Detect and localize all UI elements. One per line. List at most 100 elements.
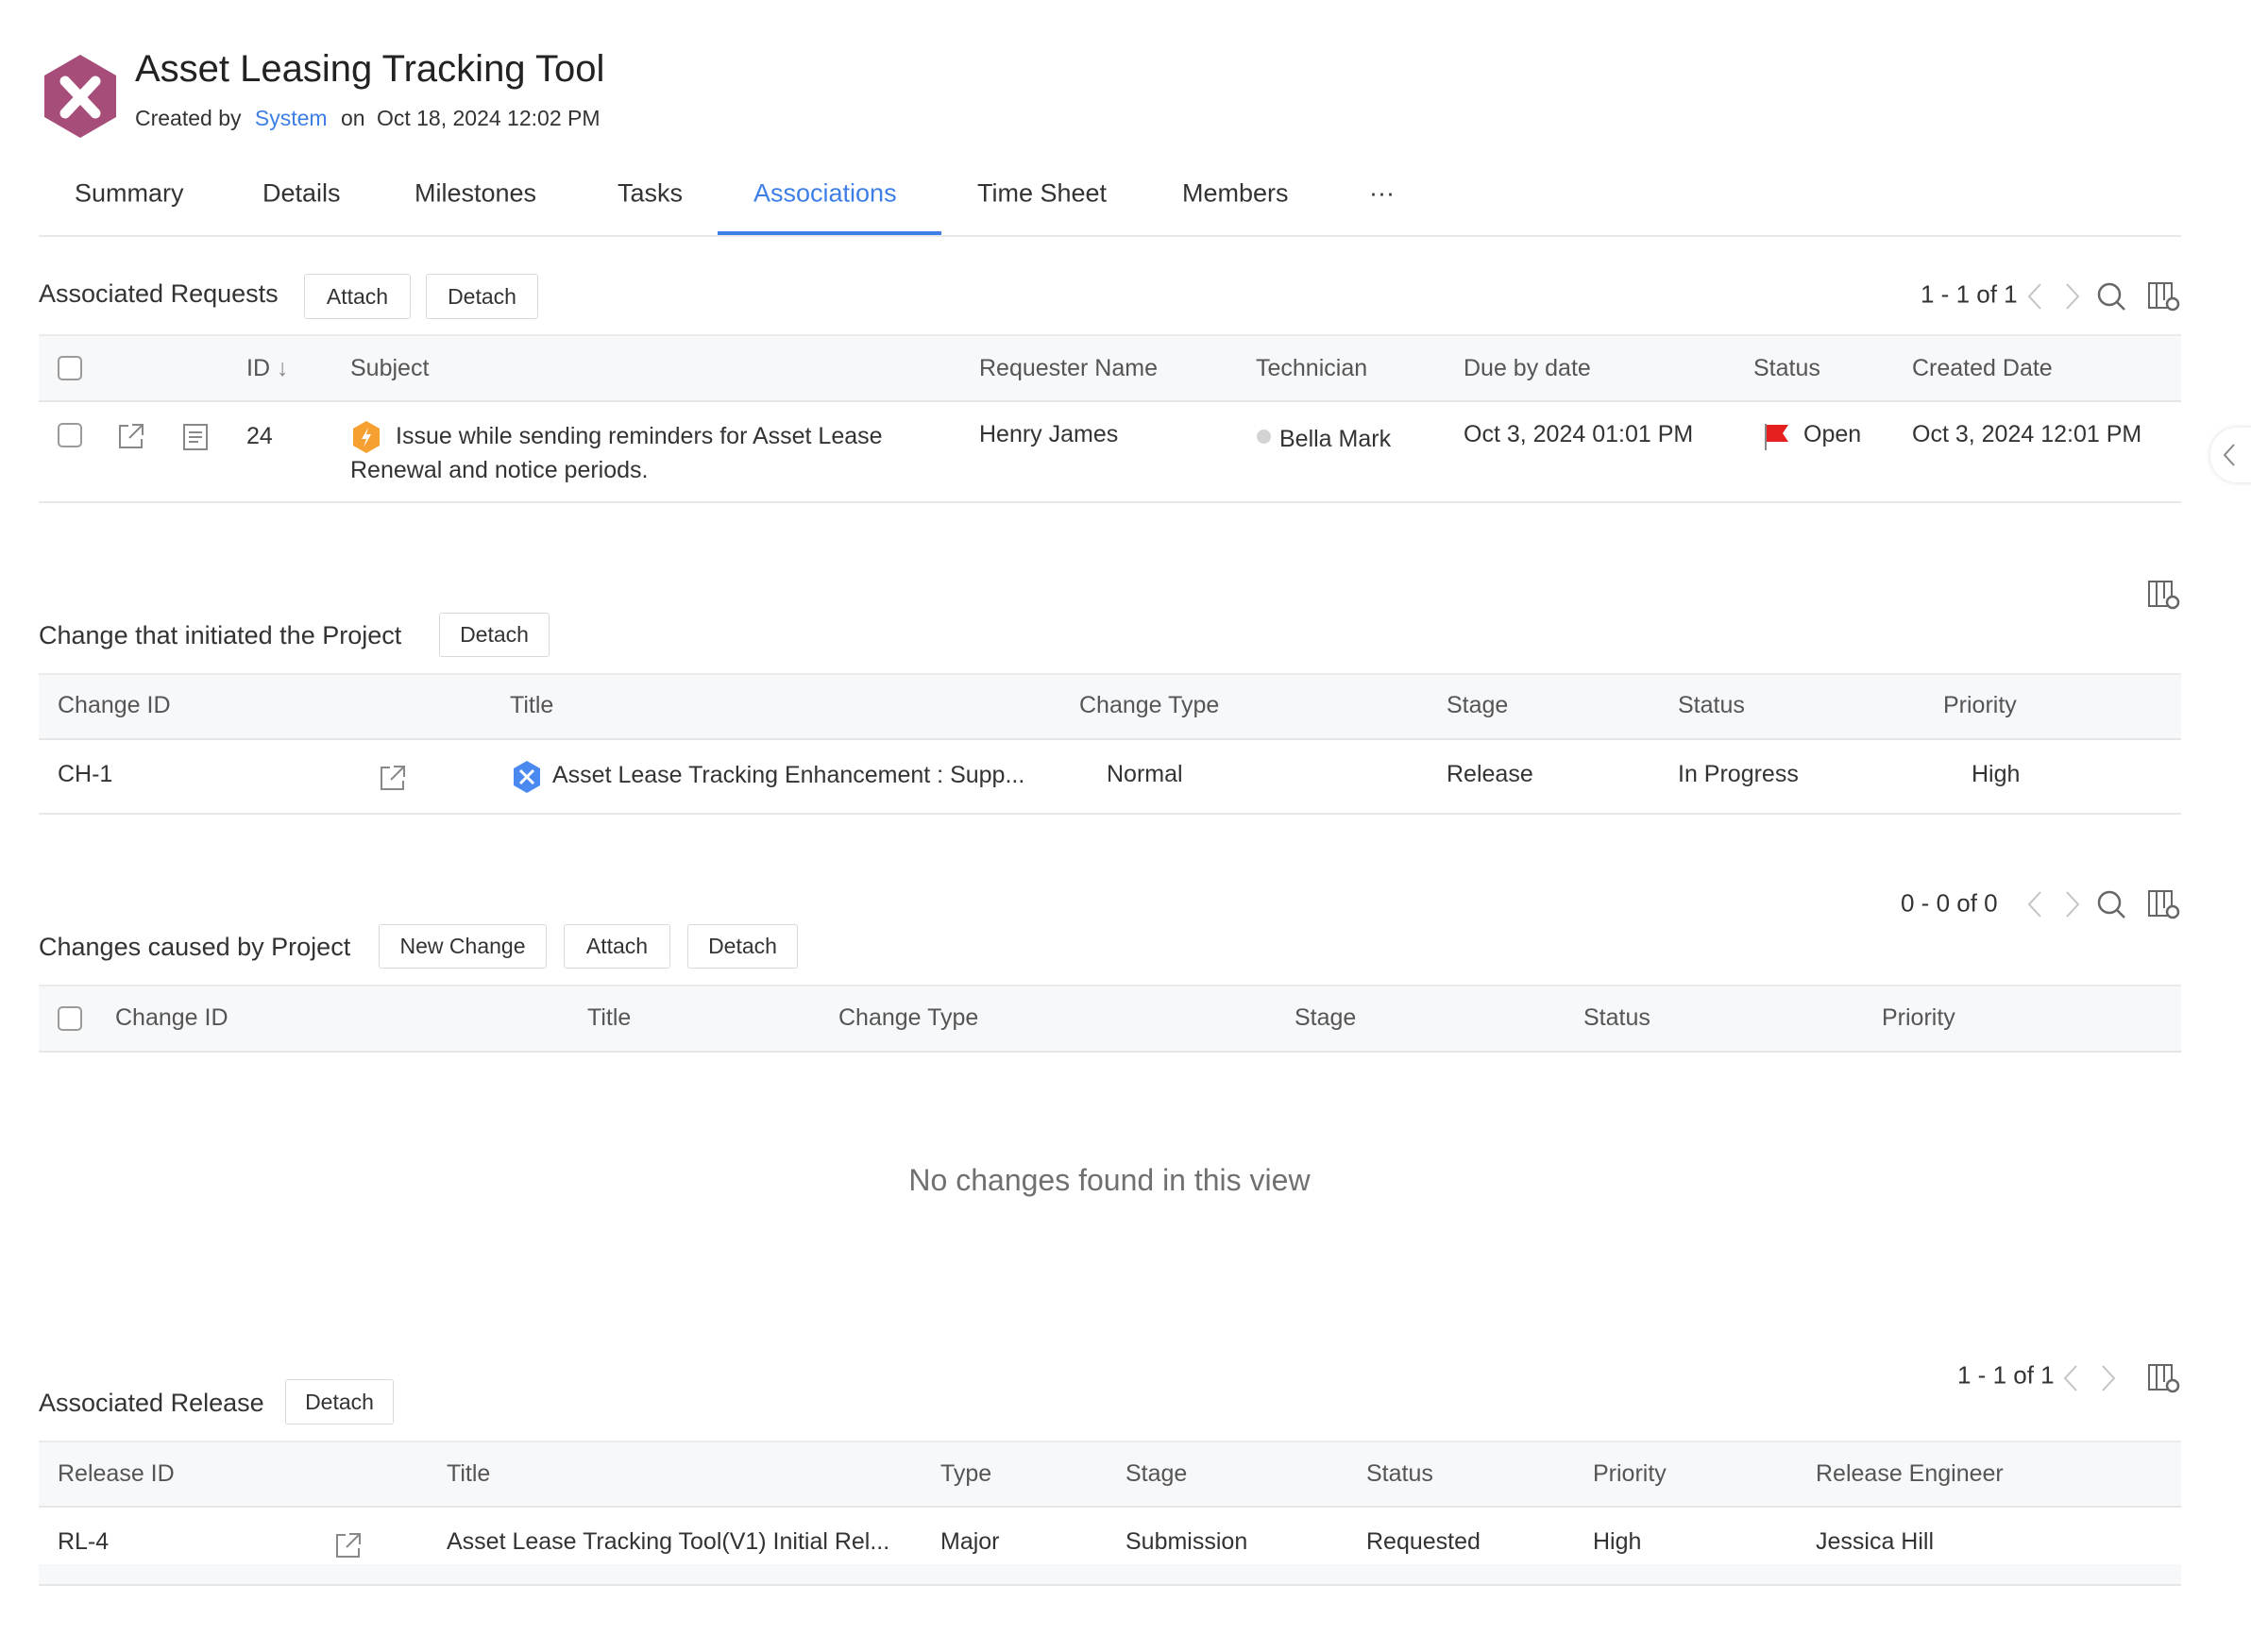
column-header-status[interactable]: Status — [1583, 1004, 1650, 1031]
request-id[interactable]: 24 — [246, 423, 273, 449]
open-external-icon[interactable] — [117, 422, 145, 450]
release-engineer: Jessica Hill — [1816, 1528, 1935, 1555]
column-header-stage[interactable]: Stage — [1126, 1460, 1188, 1487]
column-header-change-id[interactable]: Change ID — [58, 692, 171, 718]
release-status: Requested — [1366, 1528, 1481, 1555]
search-icon[interactable] — [2096, 889, 2126, 919]
column-header-due[interactable]: Due by date — [1464, 355, 1591, 381]
pagination-info: 1 - 1 of 1 — [1921, 279, 2018, 309]
page-title: Asset Leasing Tracking Tool — [135, 48, 605, 90]
tab-associations[interactable]: Associations — [753, 178, 897, 208]
tab-members[interactable]: Members — [1182, 178, 1289, 208]
release-title[interactable]: Asset Lease Tracking Tool(V1) Initial Re… — [447, 1528, 890, 1555]
request-status: Open — [1803, 421, 1862, 447]
caused-changes-title: Changes caused by Project — [39, 932, 351, 961]
change-type: Normal — [1107, 761, 1183, 787]
created-by-label: Created by — [135, 106, 242, 131]
next-page-icon[interactable] — [2100, 1364, 2117, 1392]
tab-milestones[interactable]: Milestones — [415, 178, 537, 208]
column-header-id[interactable]: ID ↓ — [246, 355, 289, 381]
column-settings-icon[interactable] — [2147, 281, 2181, 312]
column-settings-icon[interactable] — [2147, 580, 2181, 610]
column-header-stage[interactable]: Stage — [1295, 1004, 1357, 1031]
tab-more[interactable]: ··· — [1369, 178, 1395, 208]
prev-page-icon[interactable] — [2062, 1364, 2079, 1392]
detach-release-button[interactable]: Detach — [285, 1379, 394, 1424]
select-all-checkbox[interactable] — [58, 1006, 82, 1031]
open-external-icon[interactable] — [334, 1531, 363, 1559]
detach-change-button[interactable]: Detach — [439, 613, 550, 657]
side-panel-toggle[interactable] — [2210, 428, 2251, 482]
sort-desc-icon: ↓ — [276, 355, 289, 381]
tabs-divider — [39, 235, 2181, 237]
column-header-status[interactable]: Status — [1753, 355, 1820, 381]
change-stage: Release — [1447, 761, 1533, 787]
requests-table-header — [39, 334, 2181, 402]
open-external-icon[interactable] — [379, 764, 407, 792]
prev-page-icon[interactable] — [2026, 890, 2043, 919]
associated-release-title: Associated Release — [39, 1388, 264, 1417]
change-icon — [514, 761, 540, 793]
column-header-status[interactable]: Status — [1366, 1460, 1433, 1487]
release-id[interactable]: RL-4 — [58, 1528, 110, 1555]
release-type: Major — [940, 1528, 1000, 1555]
release-table-header — [39, 1441, 2181, 1508]
tab-tasks[interactable]: Tasks — [618, 178, 684, 208]
column-header-type[interactable]: Type — [940, 1460, 992, 1487]
created-date: Oct 18, 2024 12:02 PM — [376, 106, 601, 131]
select-all-checkbox[interactable] — [58, 356, 82, 380]
table-footer-strip — [39, 1564, 2181, 1586]
change-id[interactable]: CH-1 — [58, 761, 113, 787]
new-change-button[interactable]: New Change — [379, 924, 547, 969]
column-header-priority[interactable]: Priority — [1943, 692, 2017, 718]
column-header-change-type[interactable]: Change Type — [1079, 692, 1220, 718]
column-header-stage[interactable]: Stage — [1447, 692, 1509, 718]
created-by-link[interactable]: System — [254, 106, 328, 131]
attach-request-button[interactable]: Attach — [304, 274, 411, 319]
next-page-icon[interactable] — [2064, 890, 2081, 919]
column-header-release-engineer[interactable]: Release Engineer — [1816, 1460, 2004, 1487]
search-icon[interactable] — [2096, 281, 2126, 312]
row-divider — [39, 813, 2181, 815]
column-header-subject[interactable]: Subject — [350, 355, 430, 381]
attach-change-button[interactable]: Attach — [564, 924, 670, 969]
column-header-title[interactable]: Title — [510, 692, 554, 718]
change-title[interactable]: Asset Lease Tracking Enhancement : Supp.… — [552, 762, 1025, 788]
active-tab-underline — [718, 231, 941, 235]
column-header-requester[interactable]: Requester Name — [979, 355, 1158, 381]
column-header-priority[interactable]: Priority — [1882, 1004, 1955, 1031]
column-settings-icon[interactable] — [2147, 1363, 2181, 1393]
initiating-change-table-header — [39, 673, 2181, 740]
tab-time-sheet[interactable]: Time Sheet — [977, 178, 1108, 208]
created-info: Created by System on Oct 18, 2024 12:02 … — [135, 106, 601, 132]
request-subject[interactable]: Issue while sending reminders for Asset … — [396, 423, 883, 449]
tab-details[interactable]: Details — [262, 178, 341, 208]
status-flag-icon — [1765, 424, 1788, 450]
column-header-change-id[interactable]: Change ID — [115, 1004, 228, 1031]
column-header-priority[interactable]: Priority — [1593, 1460, 1667, 1487]
requester-name: Henry James — [979, 421, 1119, 447]
request-subject-continued[interactable]: Renewal and notice periods. — [350, 457, 649, 483]
row-divider — [39, 501, 2181, 503]
detach-request-button[interactable]: Detach — [426, 274, 538, 319]
column-header-title[interactable]: Title — [447, 1460, 491, 1487]
incident-icon — [353, 421, 380, 453]
pagination-info: 0 - 0 of 0 — [1901, 888, 1998, 918]
column-header-release-id[interactable]: Release ID — [58, 1460, 175, 1487]
row-checkbox[interactable] — [58, 423, 82, 447]
pagination-info: 1 - 1 of 1 — [1957, 1360, 2055, 1390]
column-header-technician[interactable]: Technician — [1256, 355, 1368, 381]
column-header-created[interactable]: Created Date — [1912, 355, 2053, 381]
next-page-icon[interactable] — [2064, 282, 2081, 311]
technician-name: Bella Mark — [1279, 426, 1392, 452]
column-header-title[interactable]: Title — [587, 1004, 632, 1031]
column-header-status[interactable]: Status — [1678, 692, 1745, 718]
prev-page-icon[interactable] — [2026, 282, 2043, 311]
tab-summary[interactable]: Summary — [75, 178, 184, 208]
column-settings-icon[interactable] — [2147, 889, 2181, 919]
detach-change-button[interactable]: Detach — [687, 924, 798, 969]
column-header-change-type[interactable]: Change Type — [838, 1004, 979, 1031]
notes-icon[interactable] — [182, 423, 209, 451]
change-priority: High — [1972, 761, 2021, 787]
due-date: Oct 3, 2024 01:01 PM — [1464, 421, 1694, 447]
